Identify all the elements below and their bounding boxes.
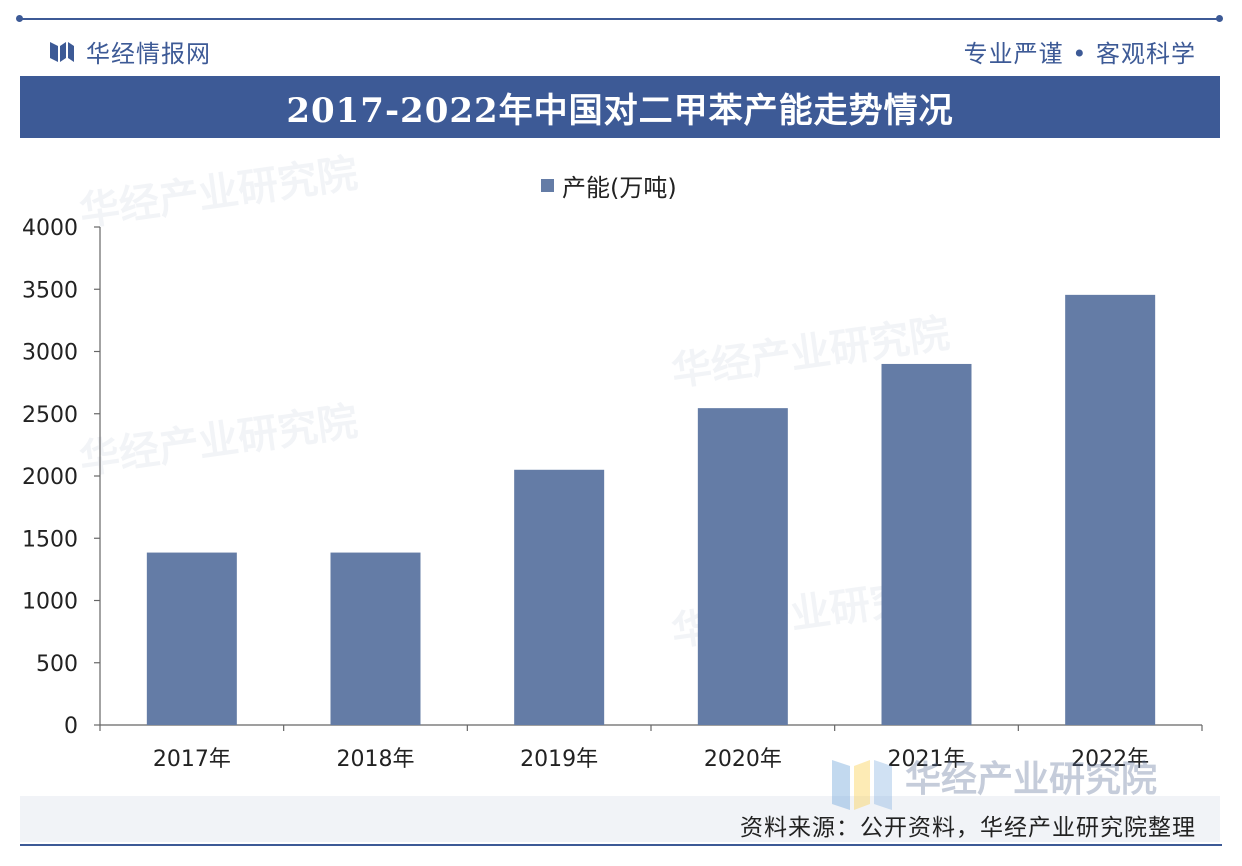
y-tick-label: 3500 [22,278,78,303]
brand-name: 华经情报网 [86,40,211,68]
bar [697,408,788,725]
bar [1065,294,1156,725]
y-tick-label: 1500 [22,527,78,552]
frame-dot-right [1216,15,1223,22]
chart-title: 2017-2022年中国对二甲苯产能走势情况 [286,90,954,131]
brand: 华经情报网 [48,34,211,69]
title-bar: 2017-2022年中国对二甲苯产能走势情况 [20,76,1220,138]
brand-logo-icon [50,41,74,62]
y-tick-label: 500 [36,652,78,677]
bar [881,363,972,725]
legend: 产能(万吨) [541,168,677,203]
x-tick-label: 2021年 [888,747,966,772]
y-tick-label: 3000 [22,341,78,366]
legend-label: 产能(万吨) [562,174,677,202]
x-tick-label: 2020年 [704,747,782,772]
bar [330,552,421,725]
x-tick-label: 2019年 [520,747,598,772]
x-tick-label: 2018年 [337,747,415,772]
footer-band [20,796,1220,842]
y-tick-label: 1000 [22,590,78,615]
legend-swatch [541,179,554,192]
bottom-frame-line [20,844,1222,846]
frame-dot-left [16,15,23,22]
x-tick-label: 2022年 [1071,747,1149,772]
y-tick-label: 0 [64,714,78,739]
y-tick-label: 2500 [22,403,78,428]
header: 华经情报网 专业严谨 • 客观科学 [20,24,1222,74]
bar [514,469,605,725]
watermark-brand-text: 华经产业研究院 [905,759,1158,800]
x-tick-label: 2017年 [153,747,231,772]
top-frame-line [20,18,1222,20]
watermark-logo-icon [832,760,892,810]
source-note: 资料来源：公开资料，华经产业研究院整理 [740,815,1196,841]
bar [146,552,237,725]
y-tick-label: 4000 [22,216,78,241]
slogan: 专业严谨 • 客观科学 [963,40,1196,68]
y-tick-label: 2000 [22,465,78,490]
